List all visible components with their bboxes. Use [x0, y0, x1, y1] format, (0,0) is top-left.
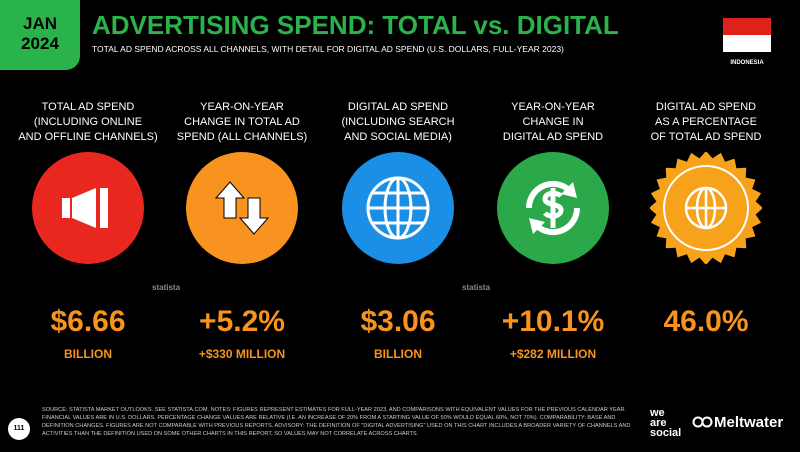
brand-word: are [650, 417, 667, 429]
date-month: JAN [22, 14, 57, 33]
brand-word: social [650, 427, 682, 439]
brand-logo: we are social [650, 407, 682, 439]
metric-label: OF TOTAL AD SPEND [650, 131, 762, 143]
metric-icon [497, 152, 609, 264]
metric: DIGITAL AD SPEND (INCLUDING SEARCH AND SOC… [320, 100, 476, 361]
metric-label: AS A PERCENTAGE [655, 116, 757, 128]
metric-sublabel: BILLION [64, 347, 112, 361]
metric: DIGITAL AD SPEND AS A PERCENTAGE OF TOTAL … [628, 100, 784, 338]
brand-icon [692, 416, 713, 428]
metric-label: DIGITAL AD SPEND [347, 101, 449, 113]
title: ADVERTISING SPEND: TOTAL vs. DIGITAL [92, 10, 619, 40]
metric-icon [186, 152, 298, 264]
metric-value: 46.0% [663, 305, 749, 338]
metric-label: YEAR-ON-YEAR [511, 101, 595, 113]
page-number: 111 [8, 418, 30, 440]
metric-value: +10.1% [501, 305, 605, 338]
metric-label: CHANGE IN [522, 116, 584, 128]
brand-name: Meltwater [714, 414, 784, 431]
country: INDONESIA [730, 60, 764, 66]
metric-label: AND SOCIAL MEDIA) [344, 131, 452, 143]
metric-value: $6.66 [50, 305, 126, 338]
watermark: statista [462, 283, 491, 292]
metric-icon [650, 152, 762, 264]
metric-label: SPEND (ALL CHANNELS) [176, 131, 308, 143]
brand-logo: Meltwater [692, 414, 783, 431]
metric-value: $3.06 [360, 305, 436, 338]
metric-label: (INCLUDING SEARCH [341, 116, 455, 128]
metric-label: YEAR-ON-YEAR [200, 101, 284, 113]
metric-sublabel: BILLION [374, 347, 422, 361]
metric-label: (INCLUDING ONLINE [33, 116, 143, 128]
metric-label: AND OFFLINE CHANNELS) [18, 131, 158, 143]
date-badge: JAN 2024 [0, 0, 80, 70]
metric-label: DIGITAL AD SPEND [502, 131, 604, 143]
flag [723, 18, 771, 52]
metric-icon [32, 152, 144, 264]
subtitle: TOTAL AD SPEND ACROSS ALL CHANNELS, WITH… [92, 44, 564, 54]
metric-icon [342, 152, 454, 264]
brand-word: we [650, 407, 665, 419]
metric-sublabel: +$330 MILLION [198, 347, 286, 361]
metric-label: CHANGE IN TOTAL AD [184, 116, 300, 128]
metric-label: DIGITAL AD SPEND [655, 101, 757, 113]
metric-value: +5.2% [199, 305, 285, 338]
watermark: statista [152, 283, 181, 292]
source-note: SOURCE: STATISTA MARKET OUTLOOKS. SEE ST… [42, 407, 631, 437]
date-year: 2024 [21, 34, 59, 53]
metric: YEAR-ON-YEAR CHANGE IN TOTAL AD SPEND (ALL… [164, 100, 320, 361]
metric: TOTAL AD SPEND (INCLUDING ONLINE AND OFFLI… [10, 100, 166, 361]
metric-label: TOTAL AD SPEND [41, 101, 135, 113]
metric-sublabel: +$282 MILLION [509, 347, 597, 361]
metric: YEAR-ON-YEAR CHANGE IN DIGITAL AD SPEND +10… [475, 100, 631, 361]
